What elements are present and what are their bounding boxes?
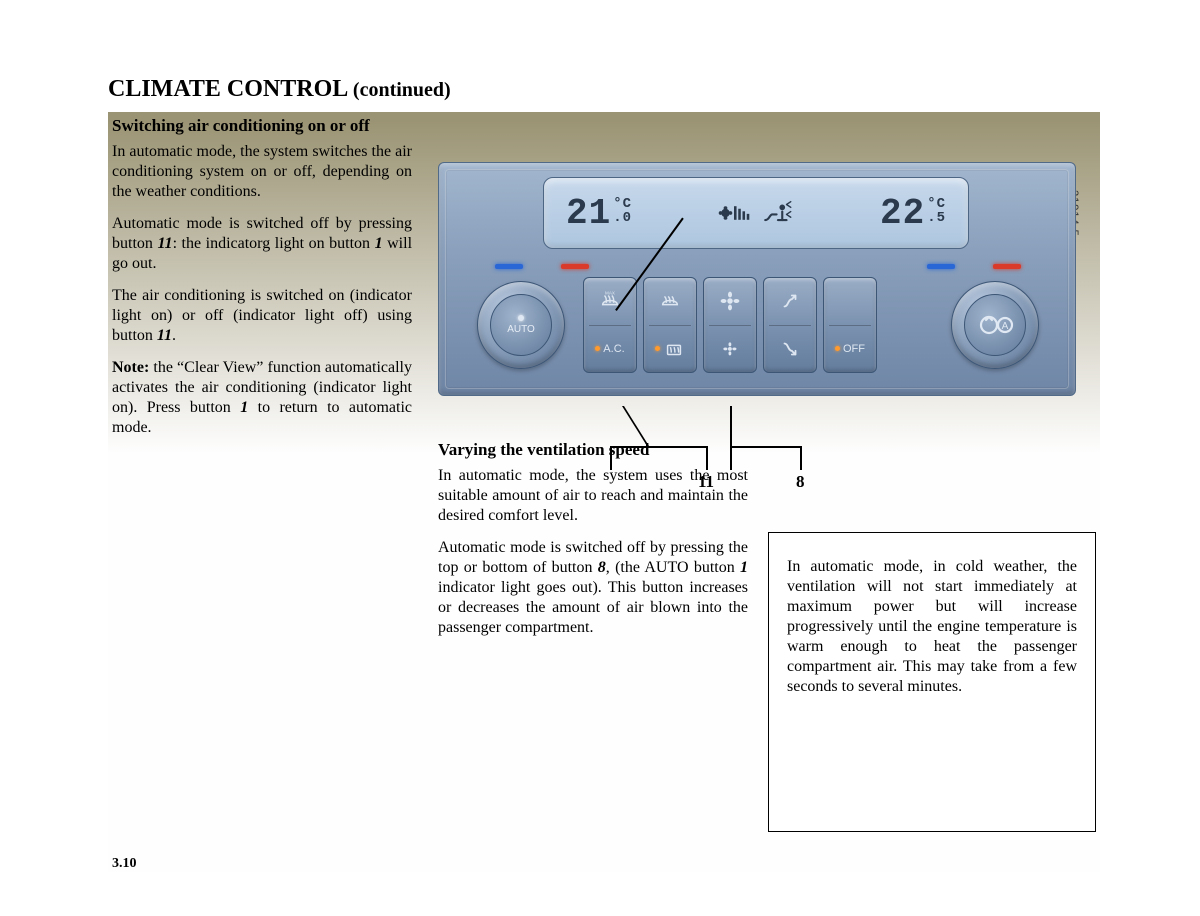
rear-defrost-icon <box>644 326 696 373</box>
para-m2: Automatic mode is switched off by pressi… <box>438 538 748 638</box>
recirc-icon: A <box>975 305 1015 345</box>
column-left: Switching air conditioning on or off In … <box>112 116 412 450</box>
temp-right-unit: °C <box>927 197 946 211</box>
lcd-display: 21 °C .0 22 °C .5 <box>543 177 969 249</box>
indicator-blue-left <box>495 264 523 269</box>
airflow-down-icon <box>764 326 816 373</box>
dial-led-icon <box>518 315 524 321</box>
title-main: CLIMATE CONTROL <box>108 76 347 102</box>
note-label: Note: <box>112 359 149 376</box>
blank-half <box>824 278 876 325</box>
led-icon <box>655 346 660 351</box>
dial-left-face: AUTO <box>490 294 552 356</box>
t: : the indicatorg light on button <box>173 235 375 252</box>
temp-left-dec: .0 <box>613 211 632 225</box>
callout-8: 8 <box>796 472 805 492</box>
leader-11h <box>610 446 707 448</box>
dial-right-recirc[interactable]: A <box>951 281 1039 369</box>
temp-right-int: 22 <box>880 193 925 234</box>
t: indicator light goes out). This button i… <box>438 579 748 636</box>
callout-11: 11 <box>698 472 714 492</box>
temp-right-dec: .5 <box>927 211 946 225</box>
info-box-text: In automatic mode, in cold weather, the … <box>787 557 1077 697</box>
indicator-red-right <box>993 264 1021 269</box>
climate-panel: 21 °C .0 22 °C .5 <box>438 162 1076 396</box>
temp-left-unit: °C <box>613 197 632 211</box>
svg-text:A: A <box>1002 321 1009 332</box>
leader-8h <box>730 446 800 448</box>
para-l2: Automatic mode is switched off by pressi… <box>112 214 412 274</box>
button-fan-speed[interactable] <box>703 277 757 373</box>
ref-8: 8 <box>598 559 606 576</box>
t: . <box>172 327 176 344</box>
off-label: OFF <box>843 343 865 355</box>
leader-11v <box>610 446 612 470</box>
fan-down-icon <box>704 326 756 373</box>
para-l3: The air conditioning is switched on (ind… <box>112 286 412 346</box>
page: CLIMATE CONTROL (continued) Switching ai… <box>108 76 1098 866</box>
ref-1: 1 <box>375 235 383 252</box>
page-title: CLIMATE CONTROL (continued) <box>108 76 1098 103</box>
title-suffix: (continued) <box>353 79 451 101</box>
dial-left-label: AUTO <box>507 324 535 335</box>
dial-left-auto[interactable]: AUTO <box>477 281 565 369</box>
para-l1: In automatic mode, the system switches t… <box>112 142 412 202</box>
lcd-temp-right: 22 °C .5 <box>880 193 946 234</box>
info-box: In automatic mode, in cold weather, the … <box>768 532 1096 832</box>
leader-8 <box>730 406 732 470</box>
airflow-mode-icon <box>761 196 795 230</box>
heading-ventilation: Varying the ventilation speed <box>438 440 748 460</box>
ref-11: 11 <box>157 327 172 344</box>
t: , (the AUTO button <box>606 559 740 576</box>
indicator-red-left <box>561 264 589 269</box>
para-l4: Note: the “Clear View” function automati… <box>112 358 412 438</box>
button-off[interactable]: OFF <box>823 277 877 373</box>
button-front-rear-defrost[interactable] <box>643 277 697 373</box>
svg-text:MAX: MAX <box>605 291 615 296</box>
front-defrost-icon <box>644 278 696 325</box>
airflow-up-icon <box>764 278 816 325</box>
led-icon <box>595 346 600 351</box>
fan-up-icon <box>704 278 756 325</box>
leader-11v2 <box>706 446 708 470</box>
lcd-icons <box>717 196 795 230</box>
off-label-half: OFF <box>824 326 876 373</box>
dial-right-face: A <box>964 294 1026 356</box>
climate-panel-figure: 21914.5 1 21 °C .0 <box>438 132 1076 396</box>
ref-11: 11 <box>157 235 172 252</box>
defrost-max-icon: MAX <box>584 278 636 325</box>
lcd-temp-left: 21 °C .0 <box>566 193 632 234</box>
leader-8v <box>800 446 802 470</box>
page-number: 3.10 <box>112 856 137 872</box>
led-icon <box>835 346 840 351</box>
button-airflow-mode[interactable] <box>763 277 817 373</box>
temp-left-int: 21 <box>566 193 611 234</box>
ac-label-half: A.C. <box>584 326 636 373</box>
indicator-blue-right <box>927 264 955 269</box>
ac-label: A.C. <box>603 343 624 355</box>
fan-level-icon <box>717 196 751 230</box>
heading-ac-onoff: Switching air conditioning on or off <box>112 116 412 136</box>
ref-1: 1 <box>740 559 748 576</box>
